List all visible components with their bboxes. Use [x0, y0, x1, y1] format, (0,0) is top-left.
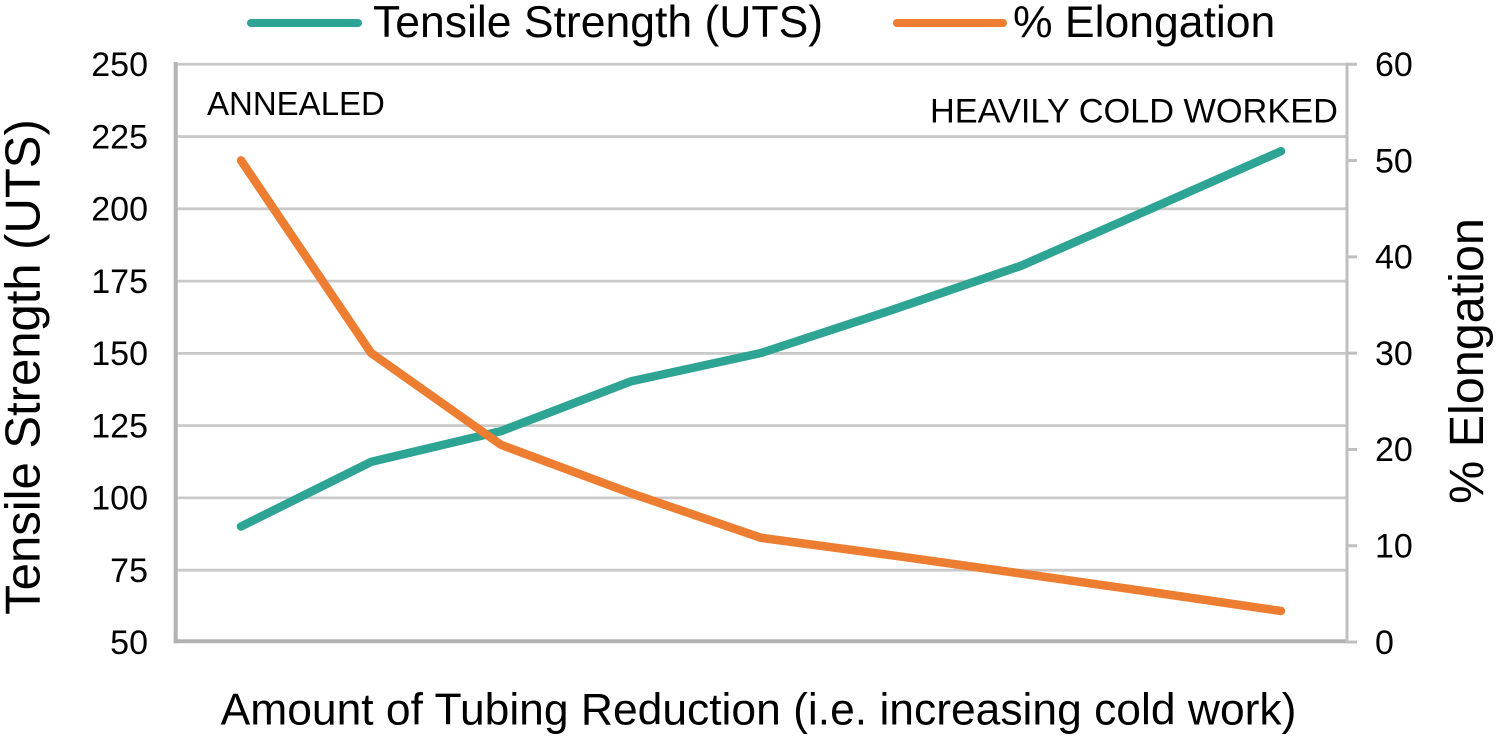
- svg-text:150: 150: [91, 335, 148, 373]
- svg-text:60: 60: [1375, 46, 1413, 84]
- svg-text:HEAVILY COLD WORKED: HEAVILY COLD WORKED: [930, 93, 1338, 131]
- svg-text:% Elongation: % Elongation: [1013, 0, 1275, 47]
- svg-text:200: 200: [91, 191, 148, 229]
- svg-text:250: 250: [91, 46, 148, 84]
- svg-text:225: 225: [91, 118, 148, 156]
- svg-text:Tensile Strength (UTS): Tensile Strength (UTS): [373, 0, 823, 47]
- svg-text:30: 30: [1375, 335, 1413, 373]
- svg-text:125: 125: [91, 407, 148, 445]
- svg-text:0: 0: [1375, 624, 1394, 662]
- svg-text:% Elongation: % Elongation: [1440, 218, 1494, 504]
- svg-text:100: 100: [91, 480, 148, 518]
- svg-text:40: 40: [1375, 239, 1413, 277]
- svg-text:175: 175: [91, 263, 148, 301]
- svg-text:50: 50: [1375, 142, 1413, 180]
- svg-text:Tensile Strength (UTS): Tensile Strength (UTS): [0, 119, 50, 615]
- svg-text:20: 20: [1375, 431, 1413, 469]
- svg-text:Amount of Tubing Reduction (i.: Amount of Tubing Reduction (i.e. increas…: [221, 686, 1297, 735]
- svg-text:75: 75: [110, 552, 148, 590]
- svg-text:ANNEALED: ANNEALED: [207, 85, 385, 122]
- svg-text:10: 10: [1375, 527, 1413, 565]
- svg-text:50: 50: [110, 624, 148, 662]
